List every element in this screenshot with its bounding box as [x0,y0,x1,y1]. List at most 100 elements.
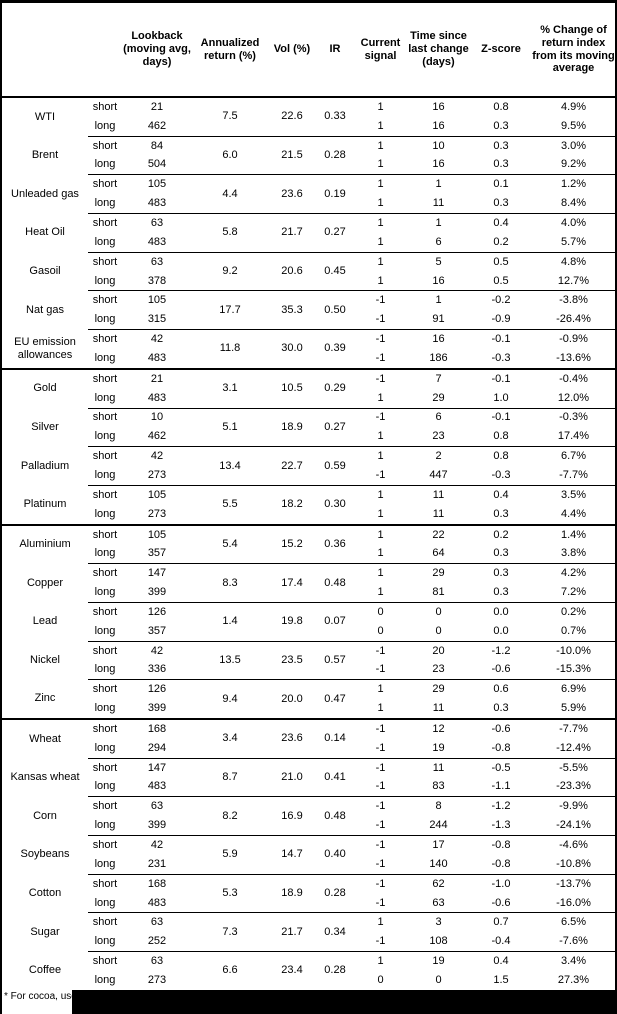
eu-emission-allowances-current-signal: -1 [375,351,386,364]
column-header-ir: IR [316,3,354,98]
copper-time-since-change: 81 [432,586,445,599]
gasoil-z-score: 0.5 [493,274,509,287]
palladium-leg: long [94,468,116,481]
aluminium-lookback: 357 [147,547,167,560]
gold-leg: short [88,367,122,389]
aluminium-current-signal: 1 [354,523,407,545]
silver-z-score: 0.8 [493,430,509,443]
soybeans-lookback: 42 [122,835,192,855]
commodity-name-wti: WTI [34,110,56,123]
gold-current-signal: 1 [377,391,384,404]
platinum-current-signal: 1 [354,484,407,505]
brent-current-signal: 1 [354,135,407,156]
sugar-vol: 21.7 [268,912,316,952]
nat-gas-leg: short [88,290,122,311]
unleaded-gas-annualized-return: 4.4 [192,174,268,214]
row-wheat-long: long 294 -1 19 -0.8 -12.4% [2,739,615,758]
copper-pct-change: 7.2% [560,586,587,599]
nat-gas-lookback: 315 [147,313,167,326]
gasoil-leg: long [94,274,116,287]
brent-current-signal: 1 [377,158,384,171]
silver-lookback: 10 [122,407,192,428]
commodity-name-eu-emission-allowances: EU emission allowances [14,335,76,361]
kansas-wheat-time-since-change: 11 [407,757,470,778]
row-nat-gas-short: Nat gas short 105 17.7 35.3 0.50 -1 1 -0.2 -3.8% [2,290,615,330]
palladium-lookback: 273 [147,468,167,481]
corn-current-signal: -1 [375,819,386,832]
footnote-row: * For cocoa, uses o [2,988,615,1014]
eu-emission-allowances-lookback: 483 [147,351,167,364]
table-header: Lookback (moving avg, days) Annualized re… [2,3,615,98]
unleaded-gas-z-score: 0.1 [470,174,532,195]
gold-lookback: 483 [147,391,167,404]
aluminium-pct-change: 3.8% [560,547,587,560]
palladium-time-since-change: 2 [407,446,470,467]
commodity-name-heat-oil: Heat Oil [25,226,65,239]
lead-lookback: 126 [122,601,192,622]
soybeans-current-signal: -1 [375,857,386,870]
sugar-leg: short [88,912,122,933]
coffee-lookback: 63 [122,951,192,971]
aluminium-annualized-return: 5.4 [192,523,268,564]
gold-pct-change: -0.4% [532,367,615,389]
kansas-wheat-current-signal: -1 [354,757,407,778]
soybeans-annualized-return: 5.9 [192,835,268,875]
brent-vol: 21.5 [268,135,316,175]
row-silver-long: long 462 1 23 0.8 17.4% [2,427,615,446]
zinc-z-score: 0.3 [493,702,509,715]
cotton-lookback: 168 [122,873,192,894]
nickel-z-score: -1.2 [470,640,532,661]
soybeans-lookback: 231 [147,857,167,870]
gold-pct-change: 12.0% [557,391,590,404]
heat-oil-pct-change: 4.0% [532,213,615,233]
kansas-wheat-ir: 0.41 [316,757,354,797]
unleaded-gas-lookback: 105 [122,174,192,195]
wheat-z-score: -0.8 [491,741,511,754]
gold-leg: long [94,391,116,404]
lead-pct-change: 0.2% [532,601,615,622]
wti-leg: short [92,100,118,113]
wheat-ir: 0.14 [316,717,354,759]
brent-pct-change: 9.2% [560,158,587,171]
wti-z-score: 0.8 [493,100,509,113]
zinc-current-signal: 1 [354,679,407,700]
heat-oil-z-score: 0.2 [493,235,509,248]
coffee-leg: short [88,951,122,971]
platinum-time-since-change: 11 [432,507,445,520]
column-header-current-signal: Current signal [354,3,407,98]
zinc-lookback: 126 [122,679,192,700]
gasoil-vol: 20.6 [268,251,316,291]
row-nickel-short: Nickel short 42 13.5 23.5 0.57 -1 20 -1.2 -10.0% [2,640,615,680]
wheat-leg: long [94,741,116,754]
kansas-wheat-annualized-return: 8.7 [192,757,268,797]
cotton-annualized-return: 5.3 [192,873,268,913]
kansas-wheat-leg: long [94,780,116,793]
silver-time-since-change: 23 [432,430,445,443]
wheat-current-signal: -1 [375,741,386,754]
silver-leg: short [88,407,122,428]
coffee-leg: long [94,973,116,986]
aluminium-z-score: 0.3 [493,547,509,560]
eu-emission-allowances-annualized-return: 11.8 [192,329,268,369]
commodity-name-cotton: Cotton [28,887,62,900]
row-soybeans-long: long 231 -1 140 -0.8 -10.8% [2,855,615,874]
nat-gas-current-signal: -1 [375,313,386,326]
wheat-z-score: -0.6 [470,718,532,739]
column-header-name [2,3,88,98]
coffee-pct-change: 3.4% [532,951,615,971]
commodity-name-copper: Copper [26,576,64,589]
palladium-pct-change: -7.7% [559,468,588,481]
lead-current-signal: 0 [354,601,407,622]
unleaded-gas-z-score: 0.3 [493,197,509,210]
lead-vol: 19.8 [268,601,316,642]
commodity-name-brent: Brent [31,149,59,162]
gasoil-lookback: 378 [147,274,167,287]
column-header-z-score: Z-score [470,3,532,98]
wheat-annualized-return: 3.4 [192,717,268,759]
column-header-leg [88,3,122,98]
row-nickel-long: long 336 -1 23 -0.6 -15.3% [2,660,615,679]
cotton-current-signal: -1 [354,873,407,894]
zinc-leg: long [94,702,116,715]
platinum-leg: long [94,507,116,520]
eu-emission-allowances-lookback: 42 [122,329,192,349]
